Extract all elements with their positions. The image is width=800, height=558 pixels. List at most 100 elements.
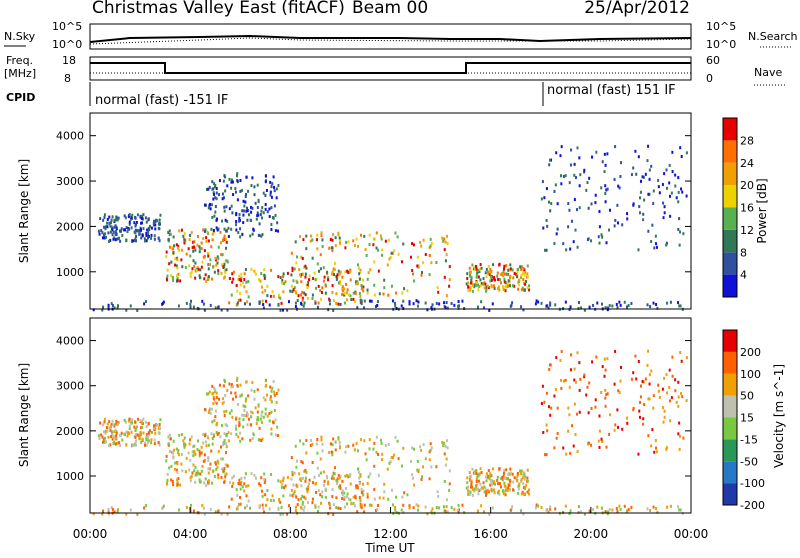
power-cell [357, 244, 360, 248]
power-cell [600, 233, 603, 237]
velocity-cell [620, 365, 623, 369]
power-cell [343, 293, 346, 297]
velocity-cell [543, 400, 546, 404]
velocity-cell [281, 482, 284, 486]
power-cell [216, 255, 219, 259]
power-cell [277, 302, 280, 306]
velocity-cell [231, 476, 234, 480]
power-cell [503, 264, 506, 268]
power-cell [409, 255, 412, 259]
power-cell [213, 270, 216, 274]
power-cell [522, 278, 525, 282]
velocity-cell [176, 478, 179, 482]
power-cell [564, 174, 567, 178]
velocity-cell [332, 477, 335, 481]
power-cell [488, 308, 491, 312]
power-cell [124, 216, 127, 220]
velocity-cell [243, 489, 246, 493]
power-cell [668, 181, 671, 185]
velocity-cell [332, 437, 335, 441]
velocity-cell [226, 388, 229, 392]
velocity-cell [232, 397, 235, 401]
power-cell [253, 193, 256, 197]
velocity-cell [215, 467, 218, 471]
velocity-cell [211, 481, 214, 485]
velocity-cell [646, 507, 649, 511]
power-cell [126, 230, 129, 234]
velocity-cell [470, 480, 473, 484]
power-cell [502, 288, 505, 292]
power-cell [290, 273, 293, 277]
power-cell [376, 299, 379, 303]
power-cell [641, 175, 644, 179]
power-cell [226, 184, 229, 188]
velocity-cell [555, 356, 558, 360]
velocity-cell [114, 428, 117, 432]
velocity-cell [168, 466, 171, 470]
power-cell [304, 264, 307, 268]
power-cell [339, 270, 342, 274]
power-cell [279, 276, 282, 280]
velocity-cell [331, 488, 334, 492]
velocity-cell [477, 479, 480, 483]
velocity-colorbar-tick: -50 [740, 455, 758, 468]
power-cell [545, 218, 548, 222]
velocity-cell [503, 481, 506, 485]
power-cell [387, 293, 390, 297]
velocity-cell [443, 479, 446, 483]
power-cell [244, 200, 247, 204]
velocity-cell [264, 478, 267, 482]
power-cell [537, 300, 540, 304]
velocity-cell [114, 434, 117, 438]
power-cell [222, 237, 225, 241]
velocity-cell [445, 498, 448, 502]
velocity-cell [210, 407, 213, 411]
velocity-cell [370, 503, 373, 507]
power-cell [262, 303, 265, 307]
velocity-cell [205, 444, 208, 448]
power-cell [225, 229, 228, 233]
power-cell [189, 233, 192, 237]
velocity-cell [273, 390, 276, 394]
velocity-cell [230, 391, 233, 395]
power-cell [417, 264, 420, 268]
power-cell [657, 178, 660, 182]
velocity-cell [360, 503, 363, 507]
power-cell [349, 268, 352, 272]
power-cell [617, 184, 620, 188]
velocity-cell [303, 495, 306, 499]
power-cell [211, 238, 214, 242]
velocity-cell [156, 423, 159, 427]
velocity-cell [245, 484, 248, 488]
power-cell [134, 224, 137, 228]
power-cell [564, 300, 567, 304]
velocity-cell [527, 492, 530, 496]
velocity-colorbar-swatch [723, 417, 737, 440]
power-cell [167, 237, 170, 241]
velocity-cell [98, 437, 101, 441]
power-cell [577, 301, 580, 305]
velocity-cell [489, 474, 492, 478]
velocity-cell [269, 385, 272, 389]
power-cell [663, 205, 666, 209]
velocity-cell [598, 445, 601, 449]
velocity-cell [416, 459, 419, 463]
velocity-cell [99, 421, 102, 425]
velocity-cell [116, 422, 119, 426]
velocity-cell [150, 438, 153, 442]
power-cell [435, 301, 438, 305]
power-cell [562, 242, 565, 246]
velocity-cell [296, 503, 299, 507]
velocity-cell [140, 440, 143, 444]
power-cell [191, 246, 194, 250]
velocity-cell [545, 391, 548, 395]
velocity-cell [238, 478, 241, 482]
velocity-cell [570, 353, 573, 357]
velocity-cell [277, 506, 280, 510]
power-cell [261, 299, 264, 303]
velocity-cell [430, 510, 433, 514]
power-cell [112, 237, 115, 241]
power-cell [389, 256, 392, 260]
power-cell [623, 300, 626, 304]
velocity-cell [335, 496, 338, 500]
